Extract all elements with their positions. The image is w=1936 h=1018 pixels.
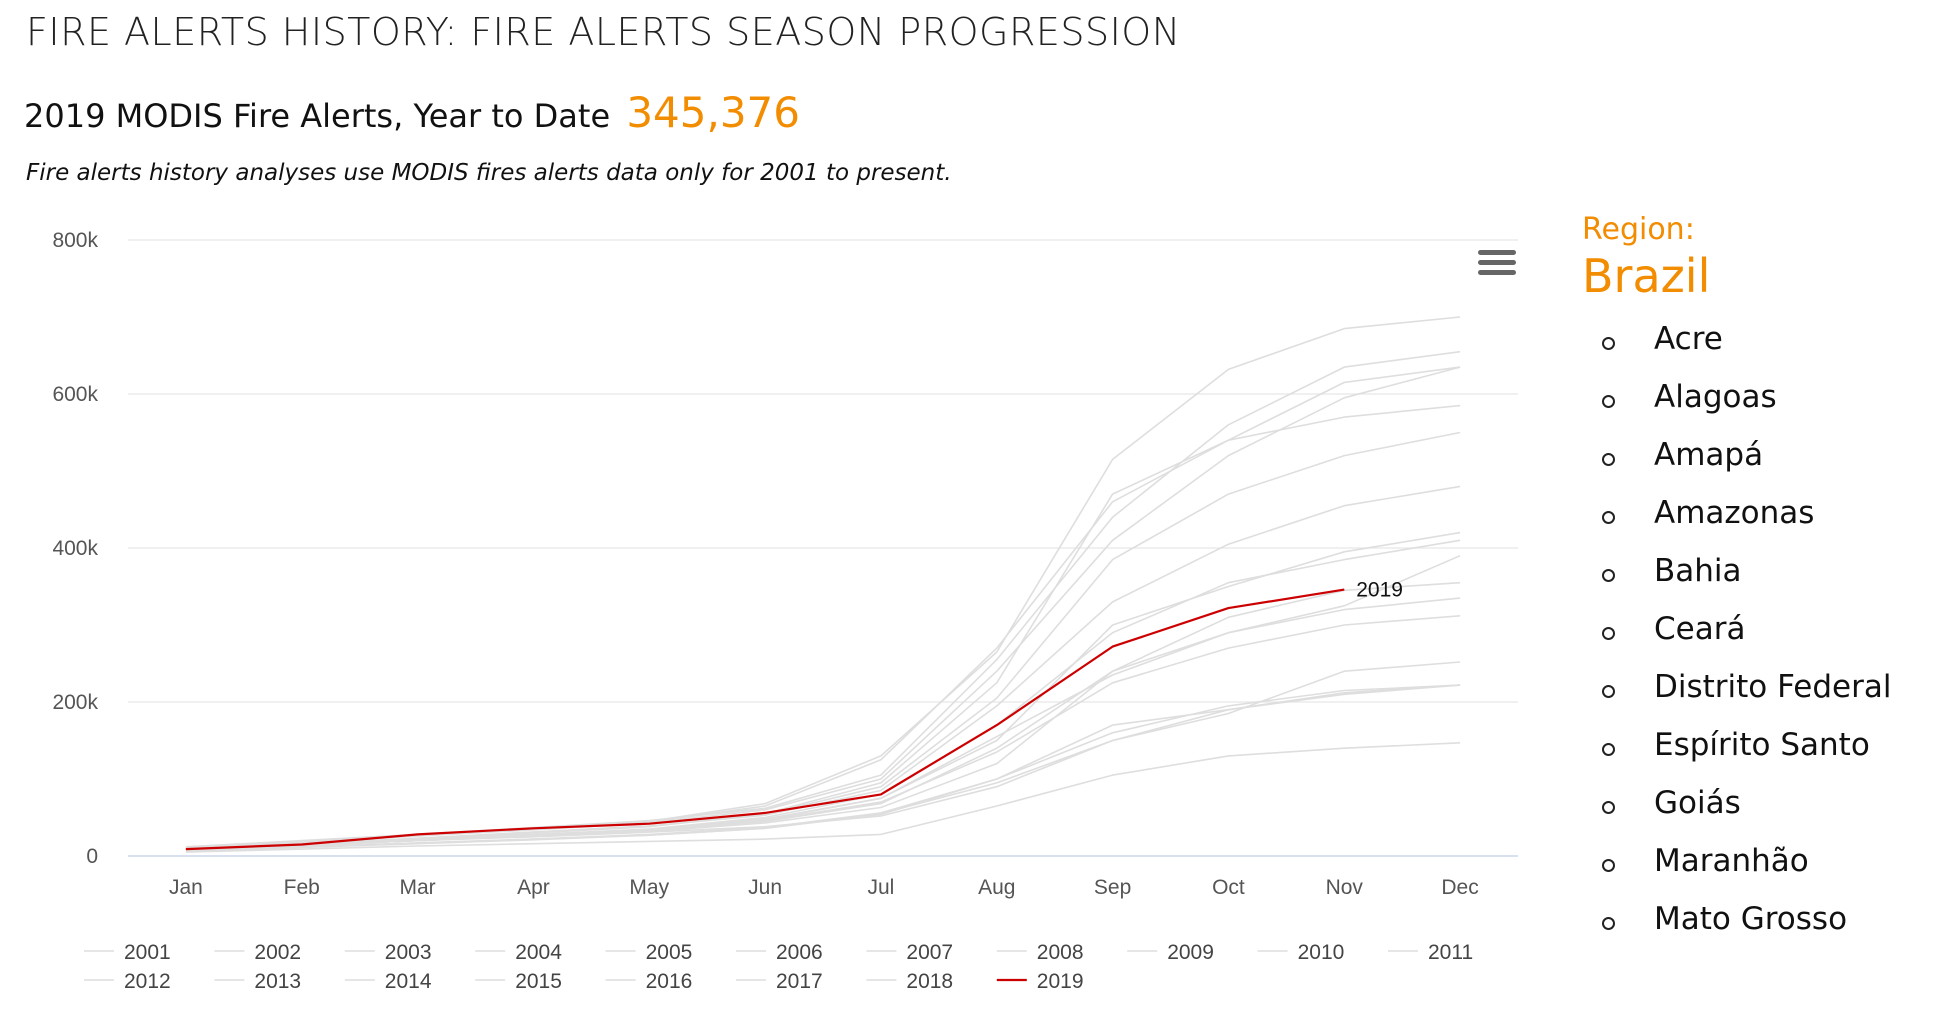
legend-item-label: 2001 — [124, 941, 171, 964]
region-item-label: Distrito Federal — [1654, 669, 1892, 705]
legend-item-label: 2009 — [1167, 941, 1214, 964]
series-line-2018 — [185, 661, 1461, 852]
legend-item-label: 2010 — [1298, 941, 1345, 964]
x-tick-label: Apr — [517, 876, 550, 899]
menu-bar — [1478, 260, 1516, 265]
x-tick-label: Mar — [399, 876, 435, 899]
circle-bullet-icon — [1602, 511, 1615, 524]
x-tick-label: Feb — [284, 876, 320, 899]
region-item-label: Bahia — [1654, 553, 1742, 589]
region-item[interactable]: Acre — [1582, 321, 1723, 379]
series-line-2019 — [185, 588, 1345, 851]
legend-item-label: 2002 — [254, 941, 301, 964]
legend-item-label: 2018 — [906, 970, 953, 993]
y-tick-label: 0 — [86, 845, 98, 868]
y-tick-label: 200k — [52, 691, 98, 714]
region-item[interactable]: Amazonas — [1582, 495, 1814, 553]
series-line-2005 — [185, 316, 1461, 850]
circle-bullet-icon — [1602, 685, 1615, 698]
series-line-2001 — [185, 684, 1461, 851]
series-line-2002 — [185, 350, 1461, 848]
legend-item-label: 2012 — [124, 970, 171, 993]
region-item-label: Acre — [1654, 321, 1723, 357]
region-item-label: Ceará — [1654, 611, 1746, 647]
legend-item-label: 2005 — [646, 941, 693, 964]
region-item-label: Amazonas — [1654, 495, 1815, 531]
region-item[interactable]: Maranhão — [1582, 843, 1809, 901]
ytd-subtitle: 2019 MODIS Fire Alerts, Year to Date 345… — [24, 88, 800, 137]
x-tick-label: Sep — [1094, 876, 1131, 899]
page-title: FIRE ALERTS HISTORY: FIRE ALERTS SEASON … — [26, 10, 1181, 54]
region-panel: Region: Brazil Acre Alagoas Amapá Amazonas B… — [1582, 212, 1891, 959]
legend-item-label: 2011 — [1428, 941, 1473, 964]
x-tick-label: Oct — [1212, 876, 1245, 899]
subtitle-text: 2019 MODIS Fire Alerts, Year to Date — [24, 97, 611, 135]
region-item[interactable]: Mato Grosso — [1582, 901, 1847, 959]
legend-item-label: 2008 — [1037, 941, 1084, 964]
region-item[interactable]: Alagoas — [1582, 379, 1777, 437]
x-tick-label: Nov — [1326, 876, 1364, 899]
circle-bullet-icon — [1602, 337, 1615, 350]
circle-bullet-icon — [1602, 859, 1615, 872]
circle-bullet-icon — [1602, 569, 1615, 582]
legend-item-label: 2017 — [776, 970, 823, 993]
legend-item-label: 2006 — [776, 941, 823, 964]
circle-bullet-icon — [1602, 743, 1615, 756]
x-tick-label: Jul — [867, 876, 894, 899]
legend-item-label: 2003 — [385, 941, 432, 964]
region-item[interactable]: Amapá — [1582, 437, 1763, 495]
legend-item-label: 2014 — [385, 970, 432, 993]
region-item[interactable]: Ceará — [1582, 611, 1745, 669]
menu-bar — [1478, 270, 1516, 275]
region-item[interactable]: Espírito Santo — [1582, 727, 1870, 785]
y-tick-label: 800k — [52, 229, 98, 252]
circle-bullet-icon — [1602, 453, 1615, 466]
legend-item-label: 2007 — [906, 941, 953, 964]
region-item[interactable]: Goiás — [1582, 785, 1741, 843]
region-item-label: Goiás — [1654, 785, 1741, 821]
region-name: Brazil — [1582, 249, 1711, 303]
x-tick-label: Jan — [169, 876, 203, 899]
legend-item-label: 2013 — [254, 970, 301, 993]
legend-item-label: 2016 — [646, 970, 693, 993]
circle-bullet-icon — [1602, 917, 1615, 930]
region-item-label: Amapá — [1654, 437, 1764, 473]
data-note: Fire alerts history analyses use MODIS f… — [26, 160, 952, 186]
circle-bullet-icon — [1602, 627, 1615, 640]
region-item-label: Espírito Santo — [1654, 727, 1870, 763]
circle-bullet-icon — [1602, 801, 1615, 814]
series-line-2009 — [185, 684, 1461, 853]
x-tick-label: Dec — [1441, 876, 1478, 899]
x-tick-label: Jun — [748, 876, 782, 899]
y-tick-label: 400k — [52, 537, 98, 560]
region-list: Acre Alagoas Amapá Amazonas Bahia Ceará Distri… — [1582, 321, 1891, 959]
series-line-2011 — [185, 742, 1461, 853]
fire-alerts-chart: 0 200k 400k 600k 800k Jan Feb Mar Apr May Jun Jul Au… — [52, 229, 1518, 993]
legend-item-label: 2019 — [1037, 970, 1084, 993]
region-label: Region: — [1582, 212, 1695, 247]
region-item[interactable]: Distrito Federal — [1582, 669, 1891, 727]
circle-bullet-icon — [1602, 395, 1615, 408]
legend-item-label: 2015 — [515, 970, 562, 993]
x-tick-label: May — [629, 876, 669, 899]
series-end-label: 2019 — [1356, 579, 1403, 602]
x-tick-label: Aug — [978, 876, 1015, 899]
region-item-label: Mato Grosso — [1654, 901, 1848, 937]
series-line-2013 — [185, 684, 1461, 852]
hamburger-menu-icon[interactable] — [1478, 250, 1516, 280]
legend-item-label: 2004 — [515, 941, 562, 964]
region-item-label: Maranhão — [1654, 843, 1809, 879]
y-tick-label: 600k — [52, 383, 98, 406]
menu-bar — [1478, 250, 1516, 255]
ytd-value: 345,376 — [626, 88, 800, 137]
series-line-2017 — [185, 539, 1461, 850]
region-item-label: Alagoas — [1654, 379, 1777, 415]
region-item[interactable]: Bahia — [1582, 553, 1742, 611]
